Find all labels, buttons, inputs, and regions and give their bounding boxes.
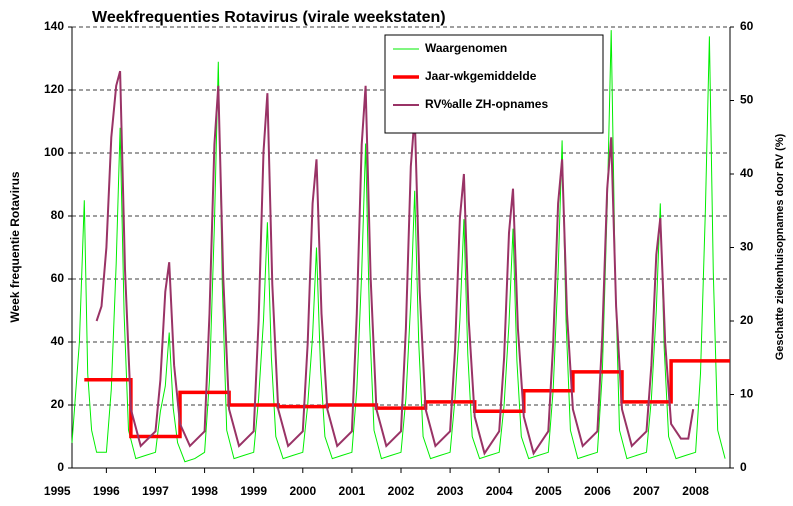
x-tick-label: 2007 <box>633 484 660 498</box>
y-tick-label: 120 <box>44 82 64 96</box>
y2-tick-label: 20 <box>740 313 754 327</box>
x-tick-label: 2001 <box>339 484 366 498</box>
data-line <box>95 70 695 456</box>
y2-tick-label: 10 <box>740 387 754 401</box>
y-tick-label: 140 <box>44 19 64 33</box>
x-tick-label: 1998 <box>191 484 218 498</box>
legend-box <box>384 34 604 134</box>
legend-label: Jaar-wkgemiddelde <box>425 69 537 83</box>
y-tick-label: 40 <box>51 334 65 348</box>
y-axis-label: Week frequentie Rotavirus <box>8 171 22 322</box>
legend-label: Waargenomen <box>425 41 507 55</box>
y-tick-label: 100 <box>44 145 64 159</box>
x-tick-label: 1997 <box>142 484 169 498</box>
y-tick-label: 20 <box>51 397 65 411</box>
y2-axis-label: Geschatte ziekenhuisopnames door RV (%) <box>774 133 786 360</box>
y2-tick-label: 60 <box>740 19 754 33</box>
y-tick-label: 80 <box>51 208 65 222</box>
y-tick-label: 60 <box>51 271 65 285</box>
y2-tick-label: 50 <box>740 93 754 107</box>
x-tick-label: 1996 <box>93 484 120 498</box>
y2-tick-label: 40 <box>740 166 754 180</box>
legend-label: RV%alle ZH-opnames <box>425 97 548 111</box>
y2-tick-label: 0 <box>740 460 747 474</box>
x-tick-label: 2006 <box>584 484 611 498</box>
y2-tick-label: 30 <box>740 240 754 254</box>
x-tick-label: 2005 <box>535 484 562 498</box>
chart-title: Weekfrequenties Rotavirus (virale weekst… <box>92 9 446 26</box>
x-tick-label: 2002 <box>388 484 415 498</box>
x-tick-label: 2000 <box>289 484 316 498</box>
y-tick-label: 0 <box>57 460 64 474</box>
x-tick-label: 1999 <box>240 484 267 498</box>
x-tick-label: 2004 <box>486 484 513 498</box>
data-line <box>84 359 730 439</box>
x-tick-label: 2008 <box>682 484 709 498</box>
x-tick-label: 1995 <box>44 484 71 498</box>
x-tick-label: 2003 <box>437 484 464 498</box>
